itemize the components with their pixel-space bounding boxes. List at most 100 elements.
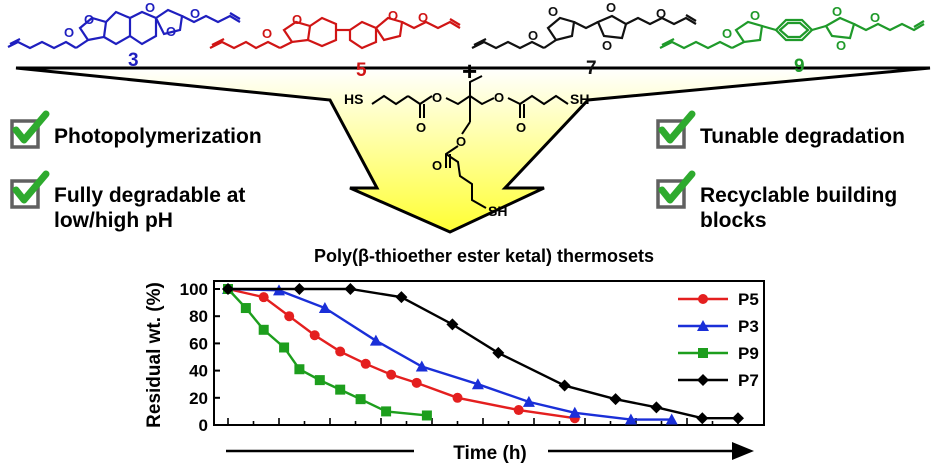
data-point-P3 <box>369 334 382 346</box>
data-point-P5 <box>386 369 397 380</box>
compound-5-structure <box>209 16 461 50</box>
legend-marker <box>698 294 708 304</box>
ester-o-bottom-carbonyl: O <box>432 158 442 173</box>
y-tick-label: 100 <box>180 280 208 299</box>
compound-9-atom-o: O <box>870 10 880 25</box>
data-point-P5 <box>309 330 320 341</box>
y-tick-label: 0 <box>199 416 208 435</box>
check-icon <box>656 170 696 209</box>
y-tick-label: 20 <box>189 389 208 408</box>
funnel-shape <box>15 66 931 234</box>
thiol-bottom-label: SH <box>488 203 507 219</box>
data-point-P7 <box>446 318 459 331</box>
chart-title: Poly(β-thioether ester ketal) thermosets <box>314 246 654 266</box>
time-arrow-head <box>732 442 754 460</box>
compound-3-label: 3 <box>128 50 139 71</box>
data-point-P9 <box>258 324 269 335</box>
compound-5-label: 5 <box>356 60 367 81</box>
compound-7-structure <box>471 14 697 50</box>
compound-5-atom-o: O <box>418 10 428 25</box>
data-point-P5 <box>513 405 524 416</box>
data-point-P3 <box>471 378 484 390</box>
check-icon <box>656 110 696 149</box>
benefit-photopolymerization: Photopolymerization <box>54 124 262 149</box>
data-point-P9 <box>355 394 366 405</box>
data-point-P9 <box>421 410 432 421</box>
compound-3-atom-o: O <box>64 25 74 40</box>
plot-frame <box>213 280 765 426</box>
compound-9-atom-o: O <box>750 8 760 23</box>
compound-5-atom-o: O <box>388 8 398 23</box>
benefit-recyclable: Recyclable building blocks <box>700 183 897 233</box>
ester-o-right: O <box>494 90 504 105</box>
compound-7-atom-o: O <box>528 28 538 43</box>
data-point-P3 <box>415 360 428 372</box>
data-point-P9 <box>335 384 346 395</box>
trithiol-crosslinker <box>371 75 569 209</box>
y-tick-label: 60 <box>189 334 208 353</box>
plus-sign: + <box>462 56 477 86</box>
thiol-left-label: HS <box>344 91 363 107</box>
compound-3-atom-o: O <box>166 24 176 39</box>
y-tick-label: 80 <box>189 307 208 326</box>
check-icon <box>10 110 50 149</box>
compound-9-structure <box>659 16 925 50</box>
data-point-P9 <box>314 375 325 386</box>
compound-7-label: 7 <box>586 58 597 79</box>
compound-9-atom-o: O <box>832 4 842 19</box>
data-point-P5 <box>452 392 463 403</box>
data-point-P7 <box>732 412 744 425</box>
data-point-P3 <box>568 406 581 418</box>
data-point-P5 <box>258 292 269 303</box>
benefit-text-line2: low/high pH <box>54 209 173 232</box>
data-point-P5 <box>411 377 422 388</box>
legend-label: P7 <box>738 371 759 390</box>
benefit-text: Photopolymerization <box>54 125 262 148</box>
data-point-P7 <box>293 283 306 295</box>
benefit-text-line2: blocks <box>700 209 767 232</box>
data-point-P7 <box>222 283 234 295</box>
compound-3-atom-o: O <box>190 6 200 21</box>
data-point-P7 <box>558 379 571 392</box>
compound-7-atom-o: O <box>548 4 558 19</box>
benefit-text: Tunable degradation <box>700 125 905 148</box>
thiol-right-label: SH <box>570 91 589 107</box>
data-point-P9 <box>240 303 251 314</box>
data-point-P5 <box>360 358 371 369</box>
compound-5-atom-o: O <box>262 26 272 41</box>
data-point-P3 <box>624 413 637 425</box>
y-tick-label: 40 <box>189 362 208 381</box>
legend-label: P5 <box>738 290 759 309</box>
data-point-P7 <box>344 283 357 295</box>
compound-3-structure <box>7 8 241 50</box>
benefit-degradable: Fully degradable at low/high pH <box>54 183 245 233</box>
legend-label: P9 <box>738 344 759 363</box>
data-point-P7 <box>609 393 622 406</box>
series-line-P9 <box>227 288 428 417</box>
series-line-P7 <box>228 287 738 420</box>
data-point-P5 <box>335 346 346 357</box>
legend-marker <box>697 374 709 386</box>
data-point-P9 <box>381 406 392 417</box>
data-point-P7 <box>492 346 505 359</box>
compound-3-atom-o: O <box>84 12 94 27</box>
chart-xlabel: Time (h) <box>453 443 527 464</box>
compound-7-atom-o: O <box>602 38 612 53</box>
plot-area: 0 20 40 60 80 100 <box>180 280 765 435</box>
benefit-text-line1: Fully degradable at <box>54 184 246 207</box>
ester-o-left-carbonyl: O <box>416 120 426 135</box>
data-point-P7 <box>696 412 709 425</box>
data-point-P3 <box>522 395 535 407</box>
data-point-P7 <box>650 401 663 414</box>
compound-9-atom-o: O <box>722 26 732 41</box>
benefit-text-line1: Recyclable building <box>700 184 898 207</box>
compound-7-atom-o: O <box>606 0 616 15</box>
compound-3-atom-o: O <box>145 0 155 15</box>
data-point-P5 <box>284 311 295 322</box>
benefit-tunable: Tunable degradation <box>700 124 905 149</box>
data-point-P9 <box>279 342 290 353</box>
chart-legend: P5 P3 P9 P7 <box>678 290 759 390</box>
data-point-P3 <box>665 413 678 425</box>
data-point-P9 <box>294 364 305 375</box>
